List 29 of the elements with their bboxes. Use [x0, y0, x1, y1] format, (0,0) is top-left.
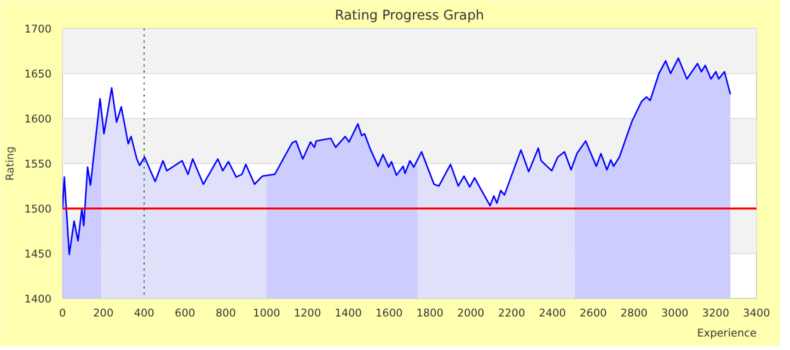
y-tick-label: 1550 [24, 158, 52, 170]
chart-title: Rating Progress Graph [334, 8, 484, 24]
x-tick-label: 0 [59, 306, 66, 320]
y-tick-label: 1500 [24, 202, 52, 216]
x-tick-label: 1600 [376, 306, 403, 320]
y-tick-label: 1700 [24, 22, 52, 36]
x-tick-label: 2400 [538, 306, 566, 320]
x-tick-label: 600 [174, 306, 196, 320]
y-tick-label: 1600 [24, 112, 52, 126]
x-tick-label: 1000 [253, 306, 280, 320]
x-tick-label: 2600 [580, 306, 607, 320]
x-tick-label: 3000 [661, 306, 689, 320]
y-axis-title: Rating [3, 146, 16, 181]
x-tick-label: 1200 [294, 306, 322, 320]
x-tick-label: 2200 [498, 306, 526, 320]
x-tick-label: 2000 [457, 306, 485, 320]
y-tick-label: 1400 [24, 292, 52, 306]
x-tick-label: 1400 [334, 306, 362, 320]
x-tick-label: 2800 [620, 306, 648, 320]
y-tick-label: 1450 [24, 248, 52, 260]
x-axis-title: Experience [697, 326, 757, 340]
x-tick-label: 800 [216, 306, 236, 320]
x-tick-label: 1800 [416, 306, 444, 320]
x-tick-label: 3200 [702, 306, 730, 320]
x-tick-label: 400 [134, 306, 155, 320]
x-tick-label: 200 [93, 306, 114, 320]
y-tick-label: 1650 [24, 68, 52, 80]
x-tick-label: 3400 [742, 306, 770, 320]
line-series [62, 57, 732, 256]
